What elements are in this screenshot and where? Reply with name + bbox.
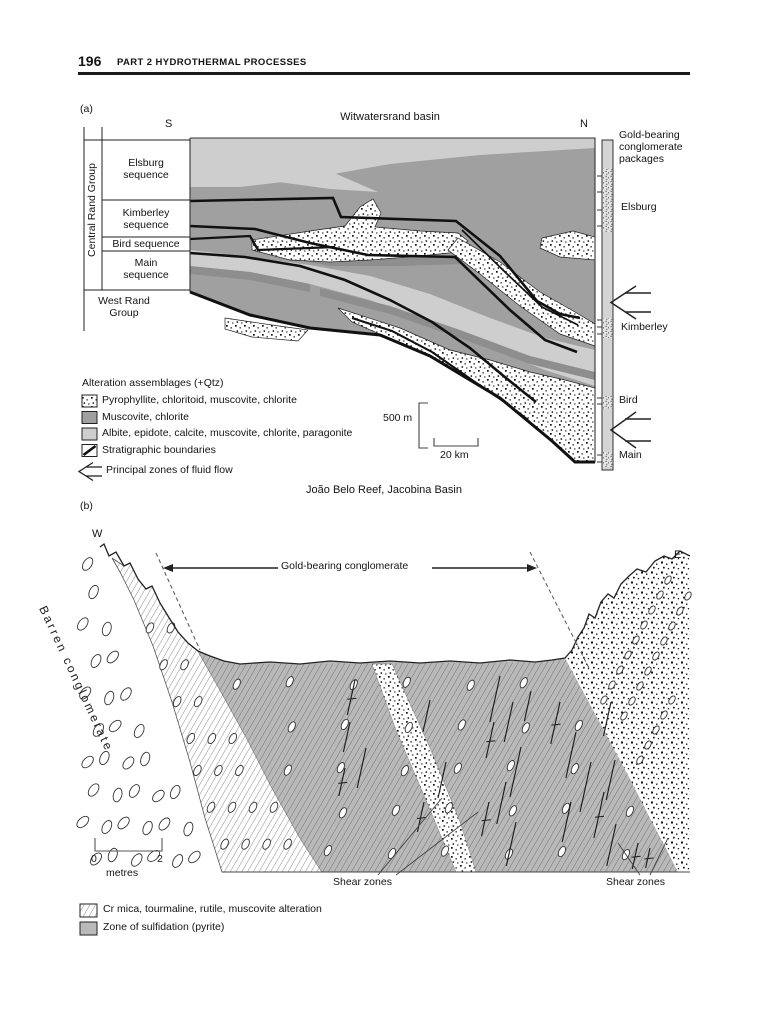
page-number: 196 — [78, 53, 102, 69]
north-label: N — [580, 118, 588, 130]
scale-a — [418, 402, 479, 449]
kimberley-sequence-label: Kimberley sequence — [122, 207, 170, 231]
kimberley-package-label: Kimberley — [621, 321, 668, 333]
east-limit-dashed-line — [529, 551, 591, 671]
panel-a-strat-table — [83, 127, 190, 331]
legend-b-swatches — [79, 903, 98, 936]
legend-b-item-crmica: Cr mica, tourmaline, rutile, muscovite a… — [103, 903, 322, 915]
central-rand-group-label: Central Rand Group — [86, 163, 99, 257]
bird-sequence-label: Bird sequence — [112, 238, 180, 250]
west-limit-dashed-line — [155, 552, 201, 651]
fluid-flow-legend-icon — [77, 461, 102, 482]
panel-a-title: Witwatersrand basin — [340, 111, 440, 123]
west-rand-group-label: West Rand Group — [98, 295, 150, 319]
gold-bearing-label: Gold-bearing conglomerate — [281, 560, 409, 572]
east-label: E — [674, 549, 682, 561]
legend-a-item-boundaries: Stratigraphic boundaries — [102, 443, 216, 456]
fluid-flow-arrows — [609, 285, 651, 449]
elsburg-package-label: Elsburg — [621, 201, 657, 213]
panel-a-cross-section — [189, 137, 596, 464]
legend-a-title: Alteration assemblages (+Qtz) — [82, 377, 224, 389]
shear-leaders — [377, 797, 669, 876]
legend-a-swatches — [77, 394, 102, 482]
legend-b-item-sulfidation: Zone of sulfidation (pyrite) — [103, 921, 225, 933]
shear-zone-lines — [338, 675, 654, 870]
sulfidation-pebbles — [232, 676, 634, 861]
gold-bearing-arrow — [163, 564, 537, 572]
packages-column-title: Gold-bearing conglomerate packages — [619, 129, 683, 165]
panel-b-label: (b) — [80, 500, 93, 512]
shear-zones-label-1: Shear zones — [333, 876, 392, 888]
south-label: S — [165, 118, 173, 130]
east-pebble-chains — [600, 575, 692, 765]
scale-b-unit: metres — [106, 867, 139, 879]
shear-zones-label-2: Shear zones — [606, 876, 665, 888]
scale-a-vertical-label: 500 m — [383, 412, 413, 424]
barren-pebbles — [76, 557, 201, 868]
header-rule — [78, 72, 690, 75]
panel-b-title: João Belo Reef, Jacobina Basin — [306, 484, 462, 496]
panel-b-cross-section — [76, 542, 692, 936]
scale-b-bracket — [94, 838, 163, 852]
scale-a-horizontal-label: 20 km — [440, 449, 469, 461]
part-header: PART 2 HYDROTHERMAL PROCESSES — [117, 57, 307, 68]
west-label: W — [92, 528, 103, 540]
legend-a-item-fluid-flow: Principal zones of fluid flow — [106, 464, 233, 476]
scale-b-start: 0 — [91, 853, 97, 865]
legend-a-item-muscovite: Muscovite, chlorite — [102, 410, 189, 423]
main-package-label: Main — [619, 449, 642, 461]
scale-b-end: 2 — [157, 853, 163, 865]
elsburg-sequence-label: Elsburg sequence — [123, 157, 169, 181]
bird-package-label: Bird — [619, 394, 638, 406]
packages-column — [597, 139, 614, 471]
panel-a-label: (a) — [80, 103, 93, 115]
legend-a-item-pyrophyllite: Pyrophyllite, chloritoid, muscovite, chl… — [102, 394, 297, 406]
legend-a-item-albite: Albite, epidote, calcite, muscovite, chl… — [102, 427, 353, 439]
main-sequence-label: Main sequence — [123, 257, 169, 281]
hatchband-pebbles — [145, 622, 292, 850]
